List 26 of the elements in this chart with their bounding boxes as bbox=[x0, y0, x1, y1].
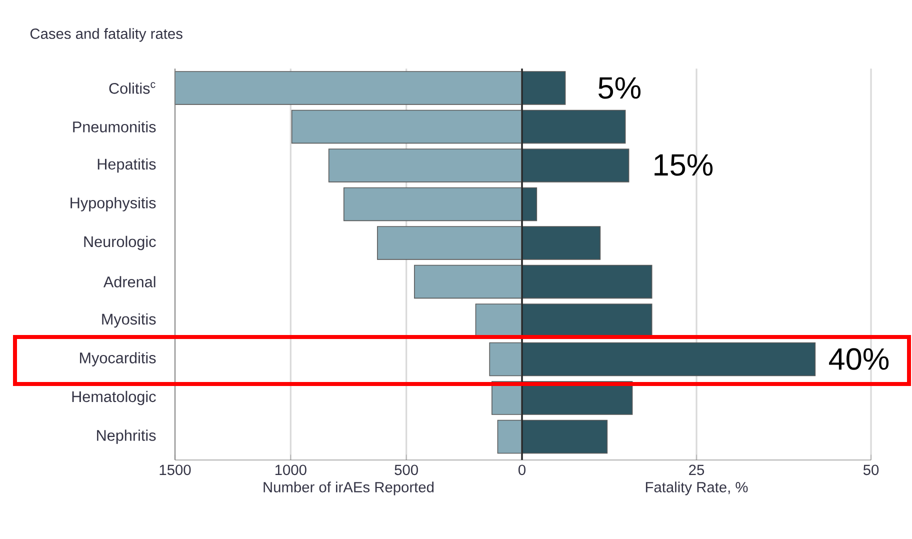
chart-title: Cases and fatality rates bbox=[30, 28, 182, 42]
x-tick-label: 25 bbox=[689, 464, 704, 476]
bar bbox=[522, 71, 566, 105]
x-tick-label: 50 bbox=[863, 464, 879, 476]
y-tick-label: Adrenal bbox=[103, 276, 156, 288]
x-tick-label: 500 bbox=[394, 464, 418, 476]
bar bbox=[497, 420, 522, 454]
x-axis-title: Fatality Rate, % bbox=[646, 482, 748, 496]
y-tick-label: Colitis$^{c}$ bbox=[109, 82, 156, 94]
bar bbox=[522, 187, 538, 222]
y-tick-label: Hypophysitis bbox=[70, 197, 156, 212]
annotation: 15% bbox=[654, 154, 713, 176]
annotation: 40% bbox=[828, 348, 889, 370]
x-tick-label: 1500 bbox=[160, 464, 191, 476]
y-tick-label: Neurologic bbox=[84, 236, 156, 250]
y-tick-label: Myositis bbox=[102, 313, 156, 328]
y-tick-label: Myocarditis bbox=[80, 352, 156, 366]
annotation: 5% bbox=[598, 77, 641, 99]
x-tick-label: 0 bbox=[518, 464, 526, 476]
x-tick-label: 1000 bbox=[275, 464, 306, 476]
y-tick-label: Nephritis bbox=[97, 430, 156, 444]
y-tick-label: Hematologic bbox=[72, 390, 156, 406]
bar bbox=[489, 342, 522, 376]
y-tick-label: Hepatitis bbox=[98, 158, 156, 173]
y-tick-label: Pneumonitis bbox=[73, 121, 156, 132]
x-axis-title: Number of irAEs Reported bbox=[264, 482, 434, 496]
